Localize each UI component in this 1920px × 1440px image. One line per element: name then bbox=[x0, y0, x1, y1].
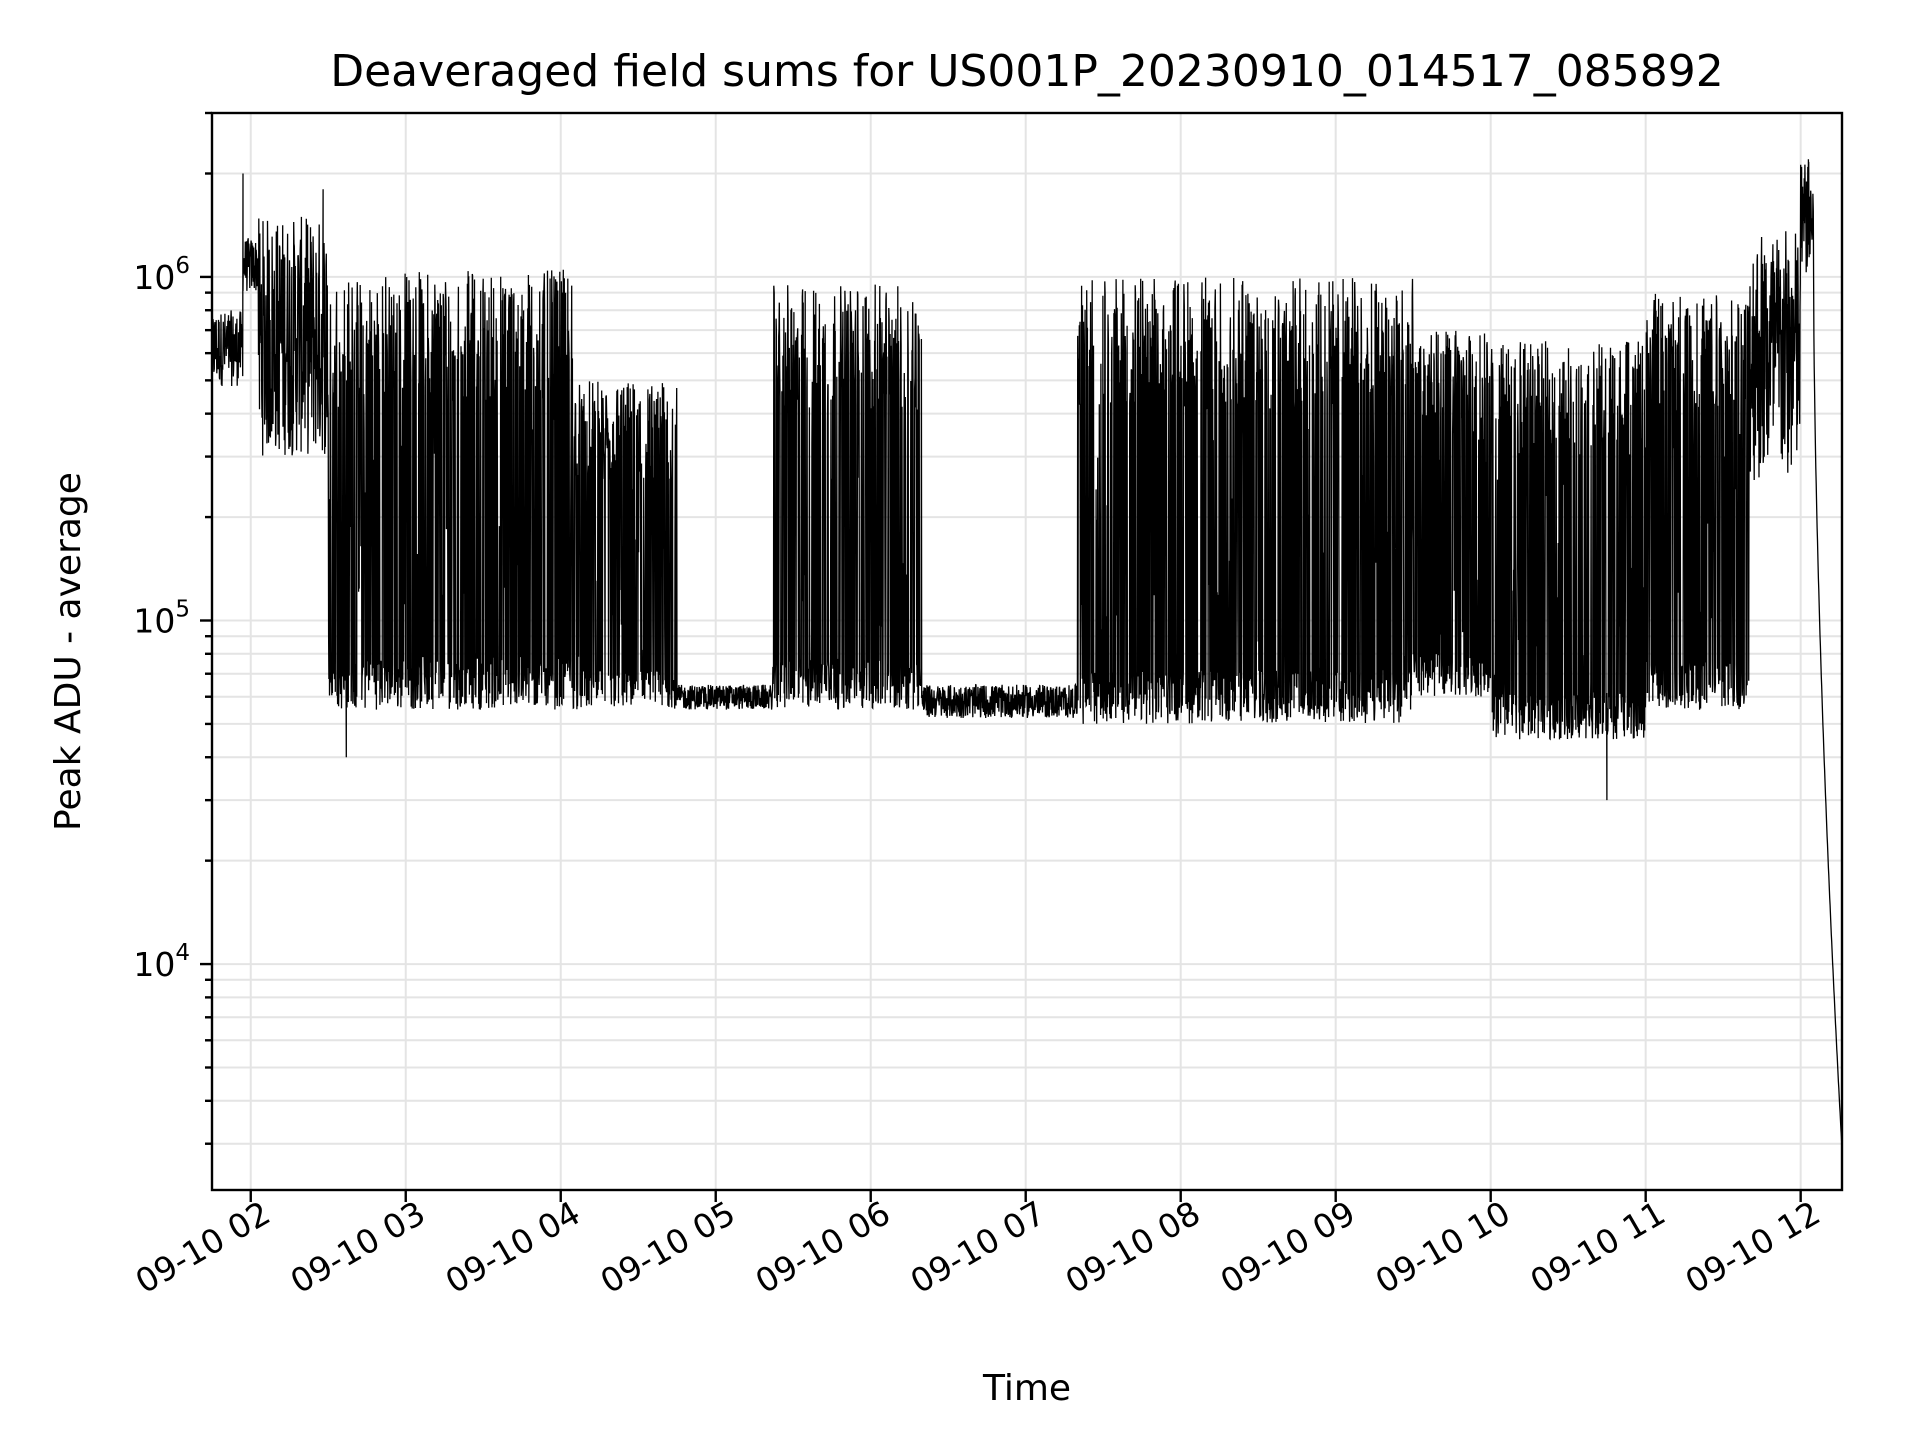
x-axis-label: Time bbox=[982, 1368, 1071, 1409]
y-tick-label: 104 bbox=[133, 940, 190, 984]
y-tick-label: 105 bbox=[133, 597, 190, 641]
chart-title: Deaveraged field sums for US001P_2023091… bbox=[330, 46, 1724, 97]
y-axis: 104 105 106 bbox=[133, 111, 212, 1145]
series-layer bbox=[211, 159, 1843, 1149]
plot-frame bbox=[210, 111, 1844, 1192]
y-axis-label: Peak ADU - average bbox=[48, 472, 89, 831]
series-line bbox=[211, 159, 1843, 1149]
y-tick-label: 106 bbox=[133, 253, 190, 297]
